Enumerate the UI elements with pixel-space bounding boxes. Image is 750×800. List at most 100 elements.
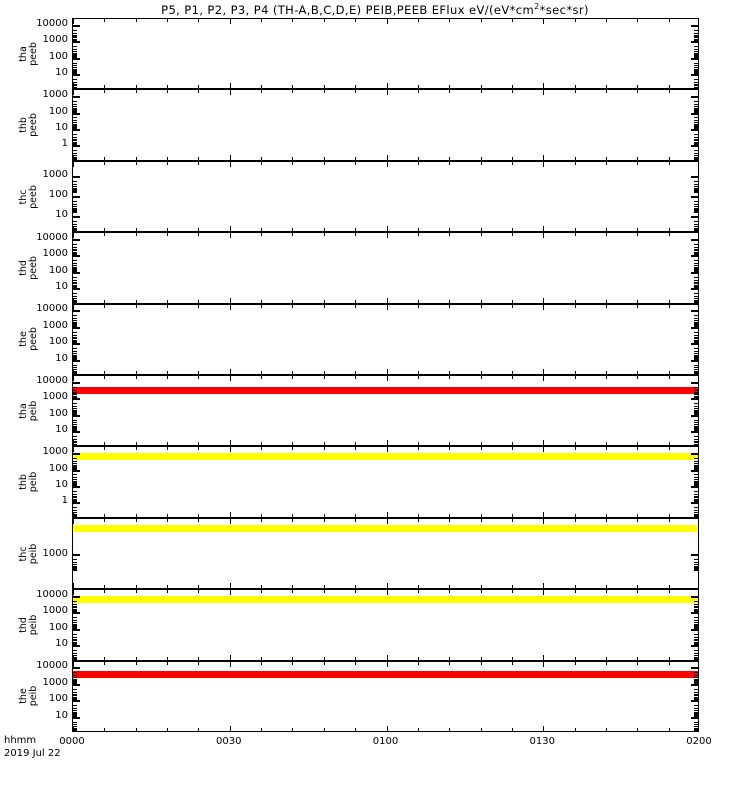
x-tick — [543, 297, 545, 303]
panel-thd-peib[interactable] — [72, 589, 699, 661]
y-tick-label: 100 — [48, 407, 68, 419]
y-tick-major — [73, 398, 80, 401]
x-tick — [229, 19, 231, 24]
y-tick-major — [73, 612, 80, 615]
x-tick — [198, 304, 200, 308]
x-tick — [135, 85, 137, 89]
panel-plot-area-thb-peeb[interactable] — [73, 90, 698, 160]
x-tick — [104, 590, 106, 594]
x-tick — [73, 161, 74, 167]
x-tick — [480, 590, 482, 594]
panel-thc-peeb[interactable] — [72, 160, 699, 233]
panel-thb-peib[interactable] — [72, 446, 699, 518]
panel-the-peib[interactable] — [72, 660, 699, 732]
y-tick-minor — [73, 657, 77, 659]
panel-the-peeb[interactable] — [72, 303, 699, 375]
y-tick-minor — [694, 500, 698, 502]
y-tick-minor — [694, 372, 698, 374]
x-tick — [574, 661, 576, 665]
y-tick-minor — [694, 677, 698, 679]
y-tick-minor — [694, 513, 698, 515]
y-tick-minor — [694, 341, 698, 343]
y-tick-minor — [73, 227, 77, 229]
x-tick — [605, 228, 607, 232]
x-tick — [292, 727, 294, 731]
y-tick-minor — [73, 501, 77, 503]
y-tick-minor — [694, 644, 698, 646]
y-tick-label: 1000 — [42, 248, 68, 260]
x-tick — [292, 161, 294, 165]
y-tick-minor — [73, 320, 77, 322]
panel-plot-area-tha-peib[interactable] — [73, 376, 698, 446]
x-tick — [386, 725, 388, 731]
panel-thb-peeb[interactable] — [72, 89, 699, 161]
y-tick-minor — [694, 86, 698, 88]
y-tick-minor — [73, 367, 77, 369]
x-tick — [355, 370, 357, 374]
x-tick — [480, 90, 482, 94]
panel-thc-peib[interactable] — [72, 517, 699, 590]
y-tick-major — [73, 628, 80, 631]
x-tick — [605, 590, 607, 594]
x-tick — [261, 156, 263, 160]
y-tick-minor — [694, 253, 698, 255]
y-tick-minor — [694, 501, 698, 503]
y-tick-minor — [73, 626, 77, 628]
x-tick — [104, 370, 106, 374]
y-tick-minor — [694, 672, 698, 674]
panel-thd-peeb[interactable] — [72, 232, 699, 304]
x-tick — [543, 90, 545, 96]
y-tick-minor — [694, 87, 698, 89]
y-tick-minor — [694, 107, 698, 109]
y-tick-minor — [73, 600, 77, 602]
x-tick — [637, 161, 639, 165]
y-tick-minor — [694, 410, 698, 412]
y-tick-minor — [73, 281, 77, 283]
panel-plot-area-thc-peeb[interactable] — [73, 161, 698, 232]
y-tick-minor — [73, 299, 77, 301]
x-tick — [355, 513, 357, 517]
y-tick-minor — [694, 211, 698, 213]
panel-plot-area-tha-peeb[interactable] — [73, 19, 698, 89]
y-tick-minor — [694, 413, 698, 415]
x-tick — [386, 233, 388, 239]
x-tick — [637, 228, 639, 232]
y-tick-minor — [694, 281, 698, 283]
y-tick-minor — [694, 155, 698, 157]
x-tick — [135, 518, 137, 522]
y-tick-minor — [73, 295, 77, 297]
x-tick — [229, 297, 231, 303]
x-tick — [543, 654, 545, 660]
panel-plot-area-thd-peib[interactable] — [73, 590, 698, 660]
x-tick — [167, 19, 169, 22]
panel-tha-peeb[interactable] — [72, 18, 699, 90]
y-tick-minor — [694, 38, 698, 40]
page-title-tail: *sec*sr) — [539, 2, 589, 17]
panel-plot-area-thb-peib[interactable] — [73, 447, 698, 517]
panel-tha-peib[interactable] — [72, 375, 699, 447]
panel-plot-area-the-peib[interactable] — [73, 661, 698, 731]
y-tick-minor — [73, 429, 77, 431]
y-tick-minor — [694, 498, 698, 500]
panel-plot-area-the-peeb[interactable] — [73, 304, 698, 374]
y-tick-minor — [73, 128, 77, 130]
y-tick-minor — [73, 117, 77, 119]
y-tick-major — [691, 255, 698, 258]
x-tick — [104, 233, 106, 237]
y-tick-minor — [73, 285, 77, 287]
x-tick — [386, 590, 388, 596]
y-tick-minor — [694, 570, 698, 572]
y-tick-minor — [73, 499, 77, 501]
panel-plot-area-thc-peib[interactable] — [73, 518, 698, 589]
y-tick-minor — [694, 636, 698, 638]
x-tick — [386, 90, 388, 96]
x-tick — [511, 161, 513, 165]
y-tick-minor — [694, 395, 698, 397]
x-tick — [449, 376, 451, 379]
x-tick — [104, 447, 106, 451]
x-axis-unit-label: hhmm — [4, 735, 37, 746]
panel-plot-area-thd-peeb[interactable] — [73, 233, 698, 303]
x-tick — [292, 590, 294, 594]
y-tick-minor — [73, 120, 77, 122]
y-tick-major — [691, 683, 698, 686]
